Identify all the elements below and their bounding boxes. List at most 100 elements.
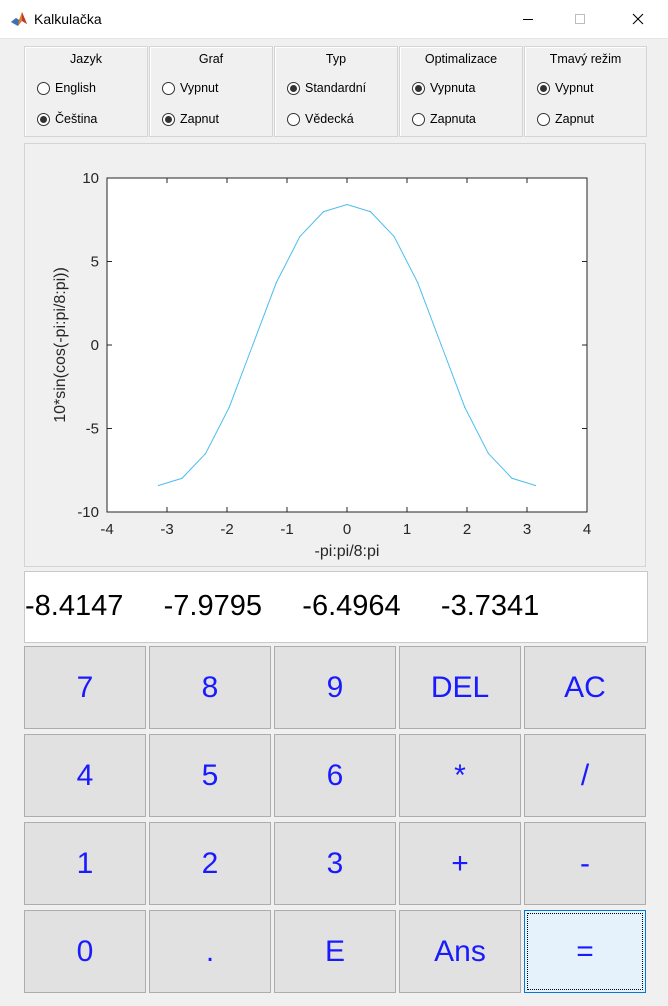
- data-point: [205, 452, 207, 455]
- group-type: Typ Standardní Vědecká: [274, 46, 398, 137]
- radio-circle: [162, 81, 175, 95]
- close-icon: [632, 13, 644, 25]
- key-delete[interactable]: DEL: [399, 646, 521, 729]
- y-tick-label: -10: [77, 504, 99, 521]
- data-point: [346, 203, 348, 206]
- radio-label: Čeština: [55, 112, 98, 126]
- radio-circle: [412, 81, 425, 95]
- display-text: -8.4147 -7.9795 -6.4964 -3.7341: [25, 590, 540, 622]
- group-graph: Graf Vypnut Zapnut: [149, 46, 273, 137]
- key-minus[interactable]: -: [524, 822, 646, 905]
- key-1[interactable]: 1: [24, 822, 146, 905]
- key-plus[interactable]: +: [399, 822, 521, 905]
- key-divide[interactable]: /: [524, 734, 646, 817]
- data-point: [299, 235, 301, 238]
- x-tick-label: 0: [343, 521, 351, 538]
- key-multiply[interactable]: *: [399, 734, 521, 817]
- x-tick-label: -3: [160, 521, 173, 538]
- radio-graph-off[interactable]: Vypnut: [162, 80, 218, 96]
- x-tick-label: -2: [220, 521, 233, 538]
- radio-optimization-off[interactable]: Vypnuta: [412, 80, 475, 96]
- key-5[interactable]: 5: [149, 734, 271, 817]
- maximize-icon: [575, 14, 585, 24]
- x-tick-label: 3: [523, 521, 531, 538]
- radio-label: Standardní: [305, 81, 367, 95]
- plot-axes-box: [106, 177, 588, 513]
- radio-circle: [37, 112, 50, 126]
- data-point: [322, 211, 325, 213]
- minimize-icon: [523, 19, 533, 20]
- data-point: [417, 282, 419, 284]
- radio-label: Vědecká: [305, 112, 354, 126]
- radio-label: English: [55, 81, 96, 95]
- group-title: Tmavý režim: [549, 52, 622, 66]
- key-6[interactable]: 6: [274, 734, 396, 817]
- radio-dark-on[interactable]: Zapnut: [537, 111, 594, 127]
- y-tick-label: 0: [91, 337, 99, 354]
- radio-scientific[interactable]: Vědecká: [287, 111, 354, 127]
- plot-panel: -4 -3 -2 -1 0 1 2 3 4 10 5 0 -5 -10 -pi:pi/8:pi 10*sin(…: [24, 143, 646, 567]
- group-optimization: Optimalizace Vypnuta Zapnuta: [399, 46, 523, 137]
- line-chart: -4 -3 -2 -1 0 1 2 3 41050-5-10-pi:pi/8:pi10*sin(…: [52, 170, 591, 560]
- radio-optimization-on[interactable]: Zapnuta: [412, 111, 476, 127]
- key-0[interactable]: 0: [24, 910, 146, 993]
- radio-standard[interactable]: Standardní: [287, 80, 366, 96]
- radio-circle: [287, 112, 300, 126]
- radio-english[interactable]: English: [37, 80, 96, 96]
- matlab-icon: [10, 10, 28, 28]
- y-tick-label: -5: [86, 421, 99, 438]
- key-exponent[interactable]: E: [274, 910, 396, 993]
- key-3[interactable]: 3: [274, 822, 396, 905]
- data-point: [511, 477, 513, 479]
- x-tick-label: 4: [583, 521, 591, 538]
- data-point: [440, 344, 442, 346]
- x-tick-label: -1: [280, 521, 293, 538]
- x-axis-label: -pi:pi/8:pi: [315, 543, 380, 560]
- data-point: [157, 484, 160, 487]
- group-title: Jazyk: [70, 52, 102, 66]
- data-point: [534, 484, 537, 487]
- key-equals[interactable]: =: [524, 910, 646, 993]
- key-decimal[interactable]: .: [149, 910, 271, 993]
- data-point: [369, 211, 372, 213]
- key-ans[interactable]: Ans: [399, 910, 521, 993]
- key-clear-all[interactable]: AC: [524, 646, 646, 729]
- radio-circle: [287, 81, 300, 95]
- group-title: Typ: [325, 52, 347, 66]
- radio-label: Zapnuta: [430, 112, 476, 126]
- data-point: [393, 235, 395, 238]
- group-dark-mode: Tmavý režim Vypnut Zapnut: [524, 46, 647, 137]
- y-tick-label: 10: [82, 170, 99, 187]
- result-display: -8.4147 -7.9795 -6.4964 -3.7341: [24, 571, 648, 643]
- close-button[interactable]: [615, 0, 661, 38]
- data-point: [487, 452, 489, 455]
- radio-label: Zapnut: [555, 112, 594, 126]
- y-axis-label: 10*sin(cos(-pi:pi/8:pi)): [52, 267, 69, 423]
- data-point: [228, 406, 230, 408]
- radio-label: Vypnuta: [430, 81, 476, 95]
- data-point: [275, 282, 277, 284]
- key-2[interactable]: 2: [149, 822, 271, 905]
- group-language: Jazyk English Čeština: [24, 46, 148, 137]
- data-point: [252, 344, 254, 346]
- x-tick-label: -4: [100, 521, 113, 538]
- radio-czech[interactable]: Čeština: [37, 111, 97, 127]
- key-9[interactable]: 9: [274, 646, 396, 729]
- radio-label: Vypnut: [180, 81, 219, 95]
- minimize-button[interactable]: [505, 0, 551, 38]
- radio-dark-off[interactable]: Vypnut: [537, 80, 593, 96]
- x-tick-label: 1: [403, 521, 411, 538]
- data-point: [181, 477, 183, 479]
- radio-label: Vypnut: [555, 81, 594, 95]
- radio-label: Zapnut: [180, 112, 219, 126]
- key-8[interactable]: 8: [149, 646, 271, 729]
- y-tick-label: 5: [91, 254, 99, 271]
- maximize-button[interactable]: [557, 0, 603, 38]
- radio-circle: [162, 112, 175, 126]
- x-tick-label: 2: [463, 521, 471, 538]
- key-7[interactable]: 7: [24, 646, 146, 729]
- group-title: Optimalizace: [424, 52, 498, 66]
- title-bar: Kalkulačka: [0, 0, 668, 39]
- key-4[interactable]: 4: [24, 734, 146, 817]
- radio-graph-on[interactable]: Zapnut: [162, 111, 219, 127]
